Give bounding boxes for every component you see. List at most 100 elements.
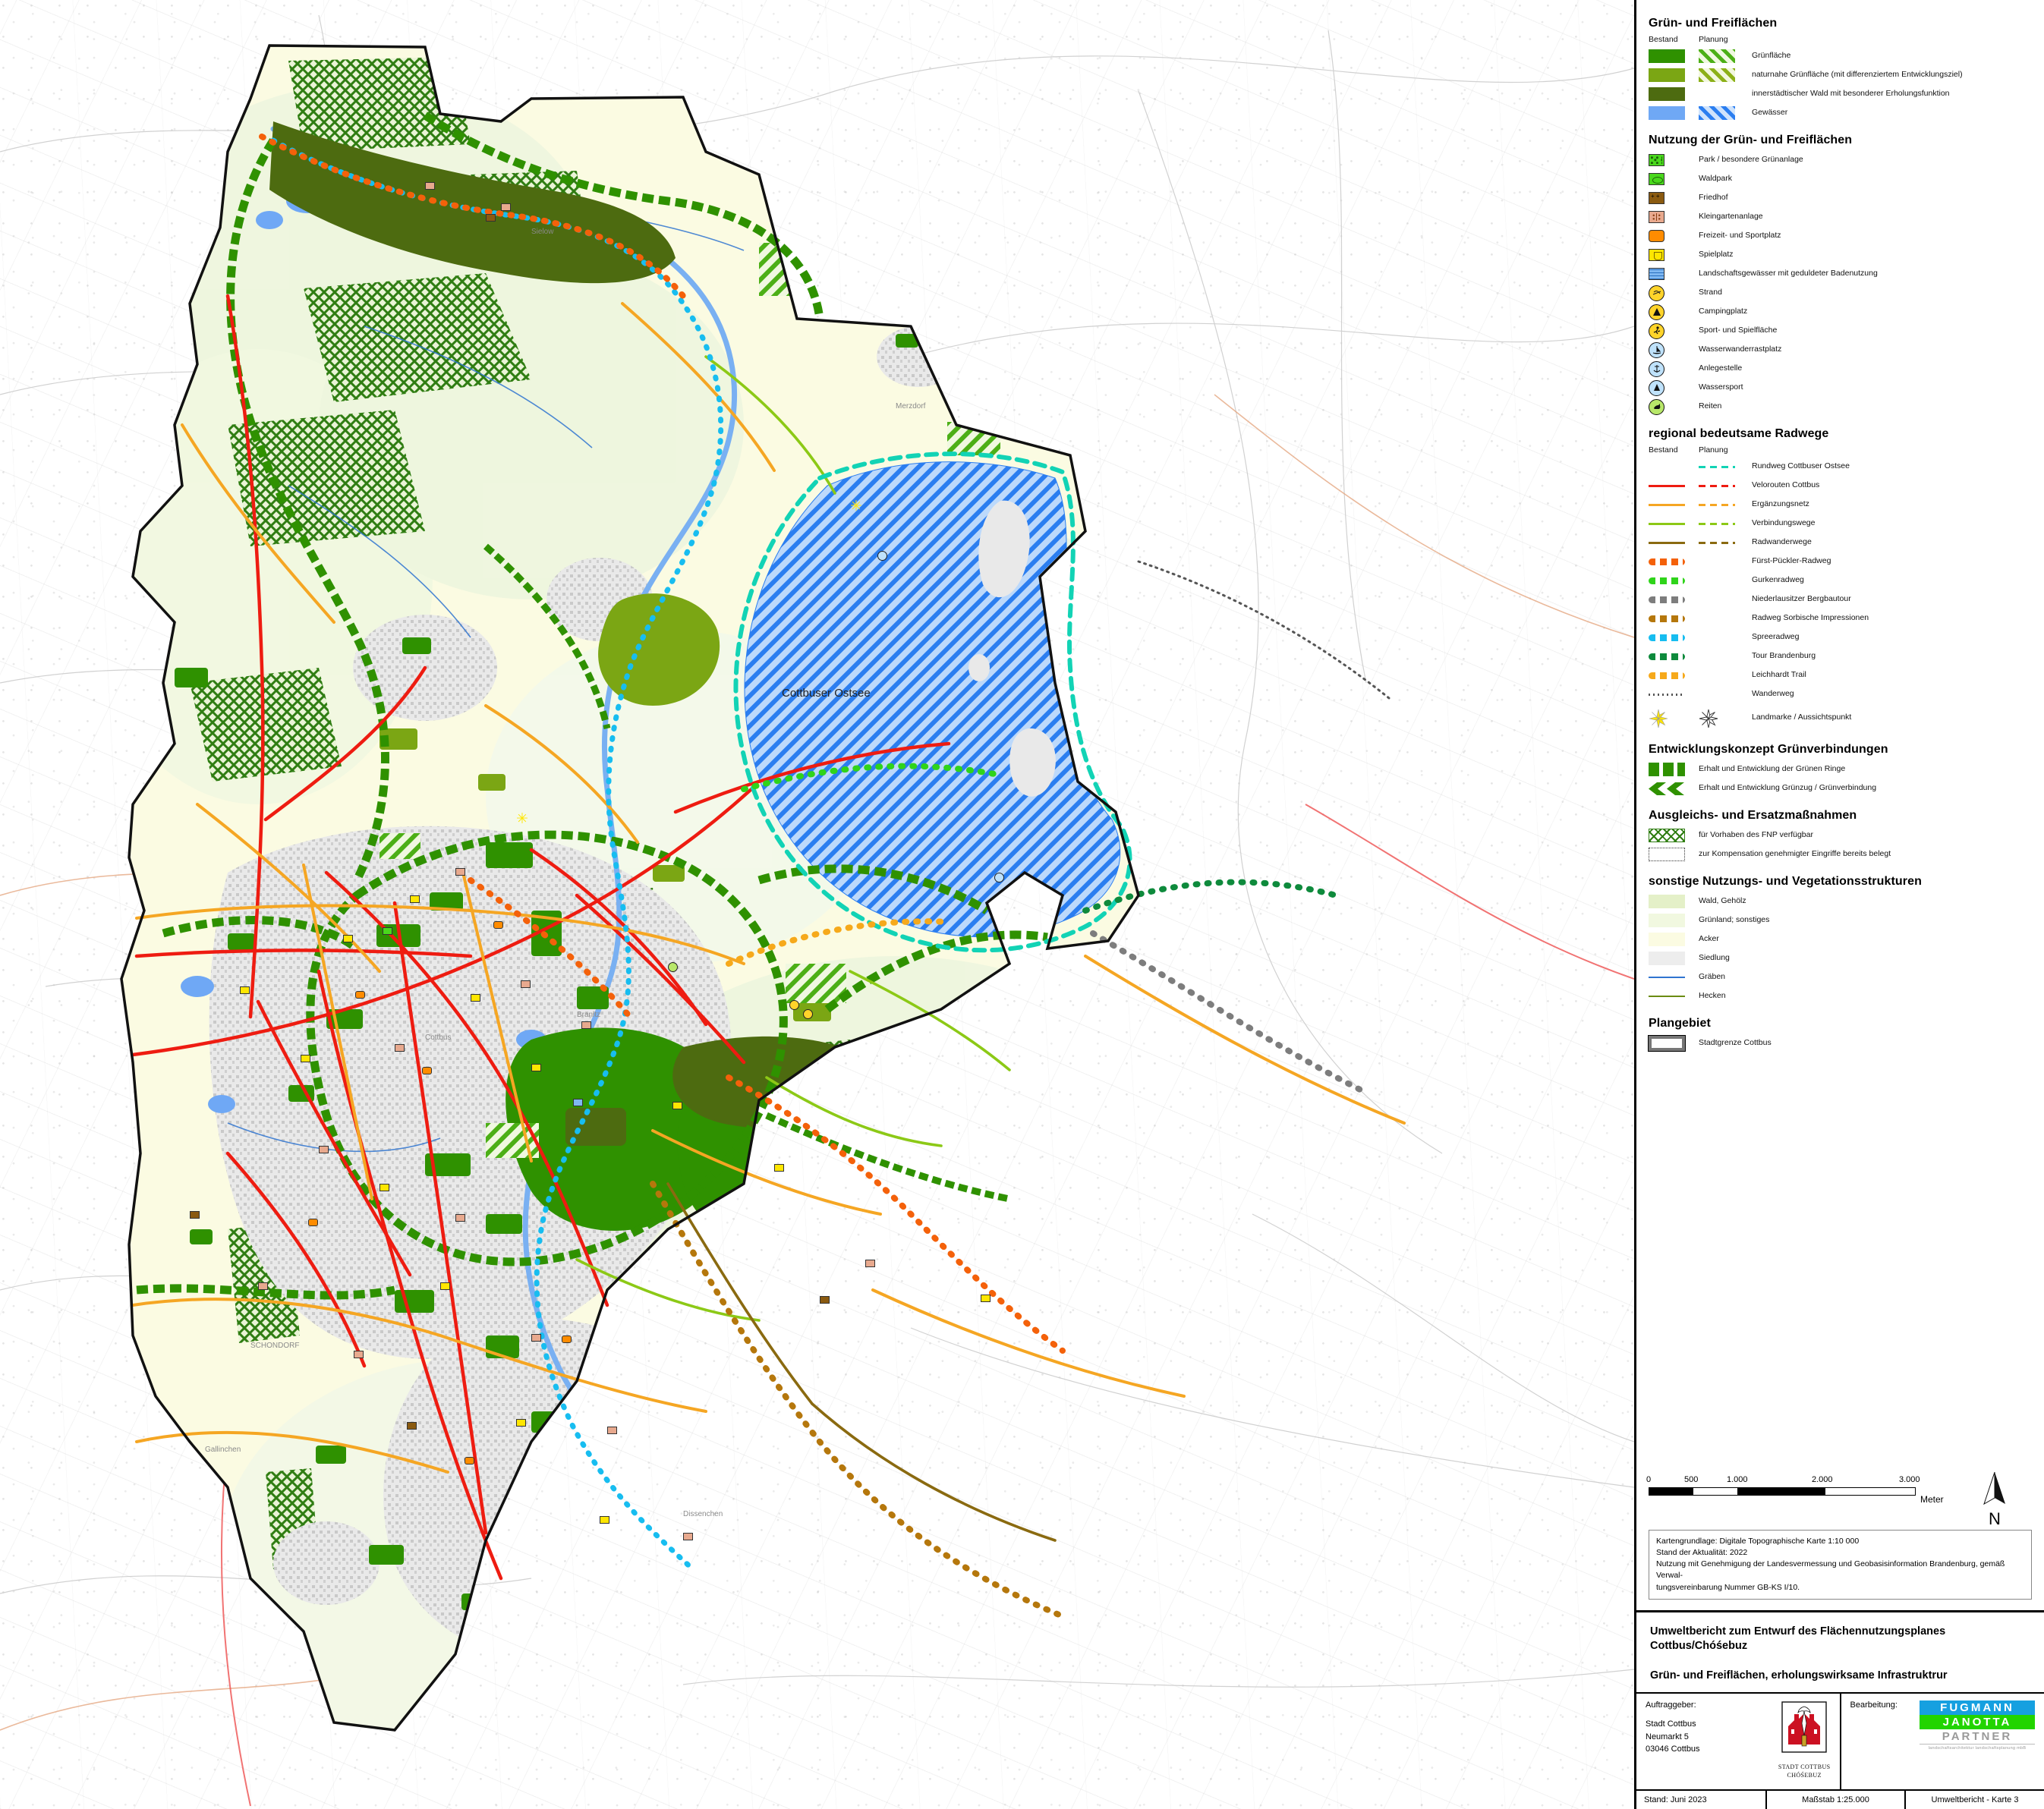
legend-item-radweg-sorbische-impressionen[interactable]: Radweg Sorbische Impressionen (1649, 610, 2032, 627)
legend-item-waldpark[interactable]: Waldpark (1649, 171, 2032, 187)
legend-item-innerstaedtischer-wald[interactable]: innerstädtischer Wald mit besonderer Erh… (1649, 86, 2032, 102)
legend-item-sport-spielflaeche[interactable]: Sport- und Spielfläche (1649, 322, 2032, 339)
line-spreeradweg (1649, 634, 1685, 641)
legend-item-leichhardt-trail[interactable]: Leichhardt Trail (1649, 667, 2032, 684)
logo-line-janotta: JANOTTA (1920, 1715, 2035, 1729)
legend-heading-radwege: regional bedeutsame Radwege (1649, 427, 1829, 440)
legend-item-wassersport[interactable]: Wassersport (1649, 379, 2032, 396)
legend-label: Gurkenradweg (1752, 575, 1804, 585)
map-canvas[interactable]: ✳ ✳ Cottbuser Ostsee SCHONDORF Cottbus M… (0, 0, 1634, 1809)
legend-item-stadtgrenze[interactable]: Stadtgrenze Cottbus (1648, 1035, 2032, 1052)
legend-item-gewaesser[interactable]: Gewässer (1649, 105, 2032, 121)
title-block-parties: Auftraggeber: Stadt Cottbus Neumarkt 5 0… (1636, 1694, 2044, 1791)
badesee-swatch-icon (1649, 268, 1664, 280)
legend-label: Tour Brandenburg (1752, 651, 1816, 661)
legend-label: Velorouten Cottbus (1752, 480, 1820, 490)
document-title-line2: Cottbus/Chóśebuz (1650, 1640, 1748, 1653)
wassersport-icon (1649, 379, 1664, 396)
camping-icon (1649, 304, 1664, 320)
legend-item-niederlausitzer-bergbautour[interactable]: Niederlausitzer Bergbautour (1649, 591, 2032, 608)
legend-label: Radweg Sorbische Impressionen (1752, 613, 1869, 623)
legend-item-strand[interactable]: Strand (1649, 285, 2032, 301)
line-velorouten-bestand (1649, 484, 1685, 487)
legend-item-landschaftsgewaesser[interactable]: Landschaftsgewässer mit geduldeter Baden… (1649, 266, 2032, 282)
wappen-caption-line1: STADT COTTBUS (1778, 1763, 1831, 1770)
legend-item-graeben[interactable]: Gräben (1649, 969, 2032, 986)
bearbeitung-block: Bearbeitung: FUGMANN JANOTTA PARTNER lan… (1841, 1694, 2044, 1789)
scale-tick-labels: 0 500 1.000 2.000 3.000 (1646, 1474, 2032, 1487)
scale-unit-label: Meter (1920, 1493, 1944, 1505)
legend-item-acker[interactable]: Acker (1649, 931, 2032, 948)
legend-item-kleingartenanlage[interactable]: Kleingartenanlage (1649, 209, 2032, 225)
legend-label: Reiten (1699, 401, 1722, 411)
legend-item-gruene-ringe[interactable]: Erhalt und Entwicklung der Grünen Ringe (1649, 761, 2032, 778)
legend-item-rundweg-ostsee[interactable]: Rundweg Cottbuser Ostsee (1649, 458, 2032, 475)
landmark-star-icon: ✳ (850, 499, 862, 514)
legend-item-velorouten[interactable]: Velorouten Cottbus (1649, 477, 2032, 494)
legend-item-hecken[interactable]: Hecken (1649, 988, 2032, 1005)
massstab: Maßstab 1:25.000 (1767, 1791, 1906, 1809)
line-verbindungswege-planung (1699, 522, 1735, 525)
legend-item-landmarke-aussichtspunkt[interactable]: Landmarke / Aussichtspunkt (1649, 705, 2032, 731)
credit-line-1: Kartengrundlage: Digitale Topographische… (1656, 1536, 1860, 1546)
legend-item-park[interactable]: Park / besondere Grünanlage (1649, 152, 2032, 168)
legend-label: Stadtgrenze Cottbus (1699, 1038, 1772, 1048)
stadtgrenze-swatch (1648, 1035, 1686, 1052)
landmark-star-outline-icon (1699, 709, 1718, 728)
friedhof-swatch-icon (1649, 192, 1664, 204)
anlegestelle-icon (1649, 360, 1664, 377)
col-bestand: Bestand (1649, 35, 1678, 44)
line-leichhardt-trail (1649, 672, 1685, 679)
legend-item-gruenland-sonstiges[interactable]: Grünland; sonstiges (1649, 912, 2032, 929)
legend-item-campingplatz[interactable]: Campingplatz (1649, 304, 2032, 320)
karten-nummer: Umweltbericht - Karte 3 (1931, 1795, 2019, 1804)
legend-label: Grünland; sonstiges (1699, 915, 1770, 925)
legend-item-gruenzug-gruenverbindung[interactable]: Erhalt und Entwicklung Grünzug / Grünver… (1649, 780, 2032, 797)
swatch-innerwald-bestand (1649, 87, 1685, 101)
legend-label: Wanderweg (1752, 689, 1794, 699)
legend-item-reiten[interactable]: Reiten (1649, 398, 2032, 415)
legend-item-tour-brandenburg[interactable]: Tour Brandenburg (1649, 648, 2032, 665)
legend-item-freizeit-sportplatz[interactable]: Freizeit- und Sportplatz (1649, 228, 2032, 244)
legend-item-gruenflaeche[interactable]: Grünfläche (1649, 48, 2032, 64)
logo-line-partner: PARTNER (1920, 1729, 2035, 1745)
legend-item-spielplatz[interactable]: Spielplatz (1649, 247, 2032, 263)
legend-heading-ausgleich: Ausgleichs- und Ersatzmaßnahmen (1649, 809, 1857, 822)
swatch-naturnah-bestand (1649, 68, 1685, 82)
scale-tick-0: 0 (1646, 1474, 1652, 1484)
belegt-dotted-swatch (1649, 848, 1685, 861)
legend-heading-plangebiet: Plangebiet (1649, 1017, 1711, 1030)
legend-label: Park / besondere Grünanlage (1699, 155, 1803, 165)
line-hecken (1649, 995, 1685, 998)
line-graeben (1649, 976, 1685, 979)
legend-item-siedlung[interactable]: Siedlung (1649, 950, 2032, 967)
legend-item-fuerst-pueckler-radweg[interactable]: Fürst-Pückler-Radweg (1649, 553, 2032, 570)
legend-item-wasserwanderrastplatz[interactable]: Wasserwanderrastplatz (1649, 341, 2032, 358)
legend-item-kompensation-belegt[interactable]: zur Kompensation genehmigter Eingriffe b… (1649, 846, 2032, 863)
legend-item-spreeradweg[interactable]: Spreeradweg (1649, 629, 2032, 646)
legend-item-radwanderwege[interactable]: Radwanderwege (1649, 534, 2032, 551)
legend-item-fnp-verfuegbar[interactable]: für Vorhaben des FNP verfügbar (1649, 827, 2032, 844)
legend-heading-sonstige-strukturen: sonstige Nutzungs- und Vegetationsstrukt… (1649, 875, 1922, 888)
line-rundweg-ostsee-planung (1699, 465, 1735, 468)
legend-item-verbindungswege[interactable]: Verbindungswege (1649, 515, 2032, 532)
auftraggeber-city: 03046 Cottbus (1646, 1745, 1700, 1754)
col-planung: Planung (1699, 35, 1728, 44)
legend-item-wanderweg[interactable]: Wanderweg (1649, 686, 2032, 703)
line-wanderweg (1649, 693, 1685, 696)
swatch-gewaesser-bestand (1649, 106, 1685, 120)
legend-item-anlegestelle[interactable]: Anlegestelle (1649, 360, 2032, 377)
line-fuerst-pueckler (1649, 558, 1685, 565)
legend-item-naturnahe-gruenflaeche[interactable]: naturnahe Grünfläche (mit differenzierte… (1649, 67, 2032, 83)
swatch-gewaesser-planung (1699, 106, 1735, 120)
legend-item-ergaenzungsnetz[interactable]: Ergänzungsnetz (1649, 496, 2032, 513)
title-block-footer: Stand: Juni 2023 Maßstab 1:25.000 Umwelt… (1636, 1791, 2044, 1809)
green-ring-swatch (1649, 763, 1685, 776)
legend-item-friedhof[interactable]: Friedhof (1649, 190, 2032, 206)
legend-label: Leichhardt Trail (1752, 670, 1806, 680)
kleingarten-swatch-icon (1649, 211, 1664, 223)
legend-item-gurkenradweg[interactable]: Gurkenradweg (1649, 572, 2032, 589)
north-arrow: N (1974, 1471, 2015, 1529)
legend-label: Gräben (1699, 972, 1726, 982)
legend-item-wald-gehoelz[interactable]: Wald, Gehölz (1649, 893, 2032, 910)
